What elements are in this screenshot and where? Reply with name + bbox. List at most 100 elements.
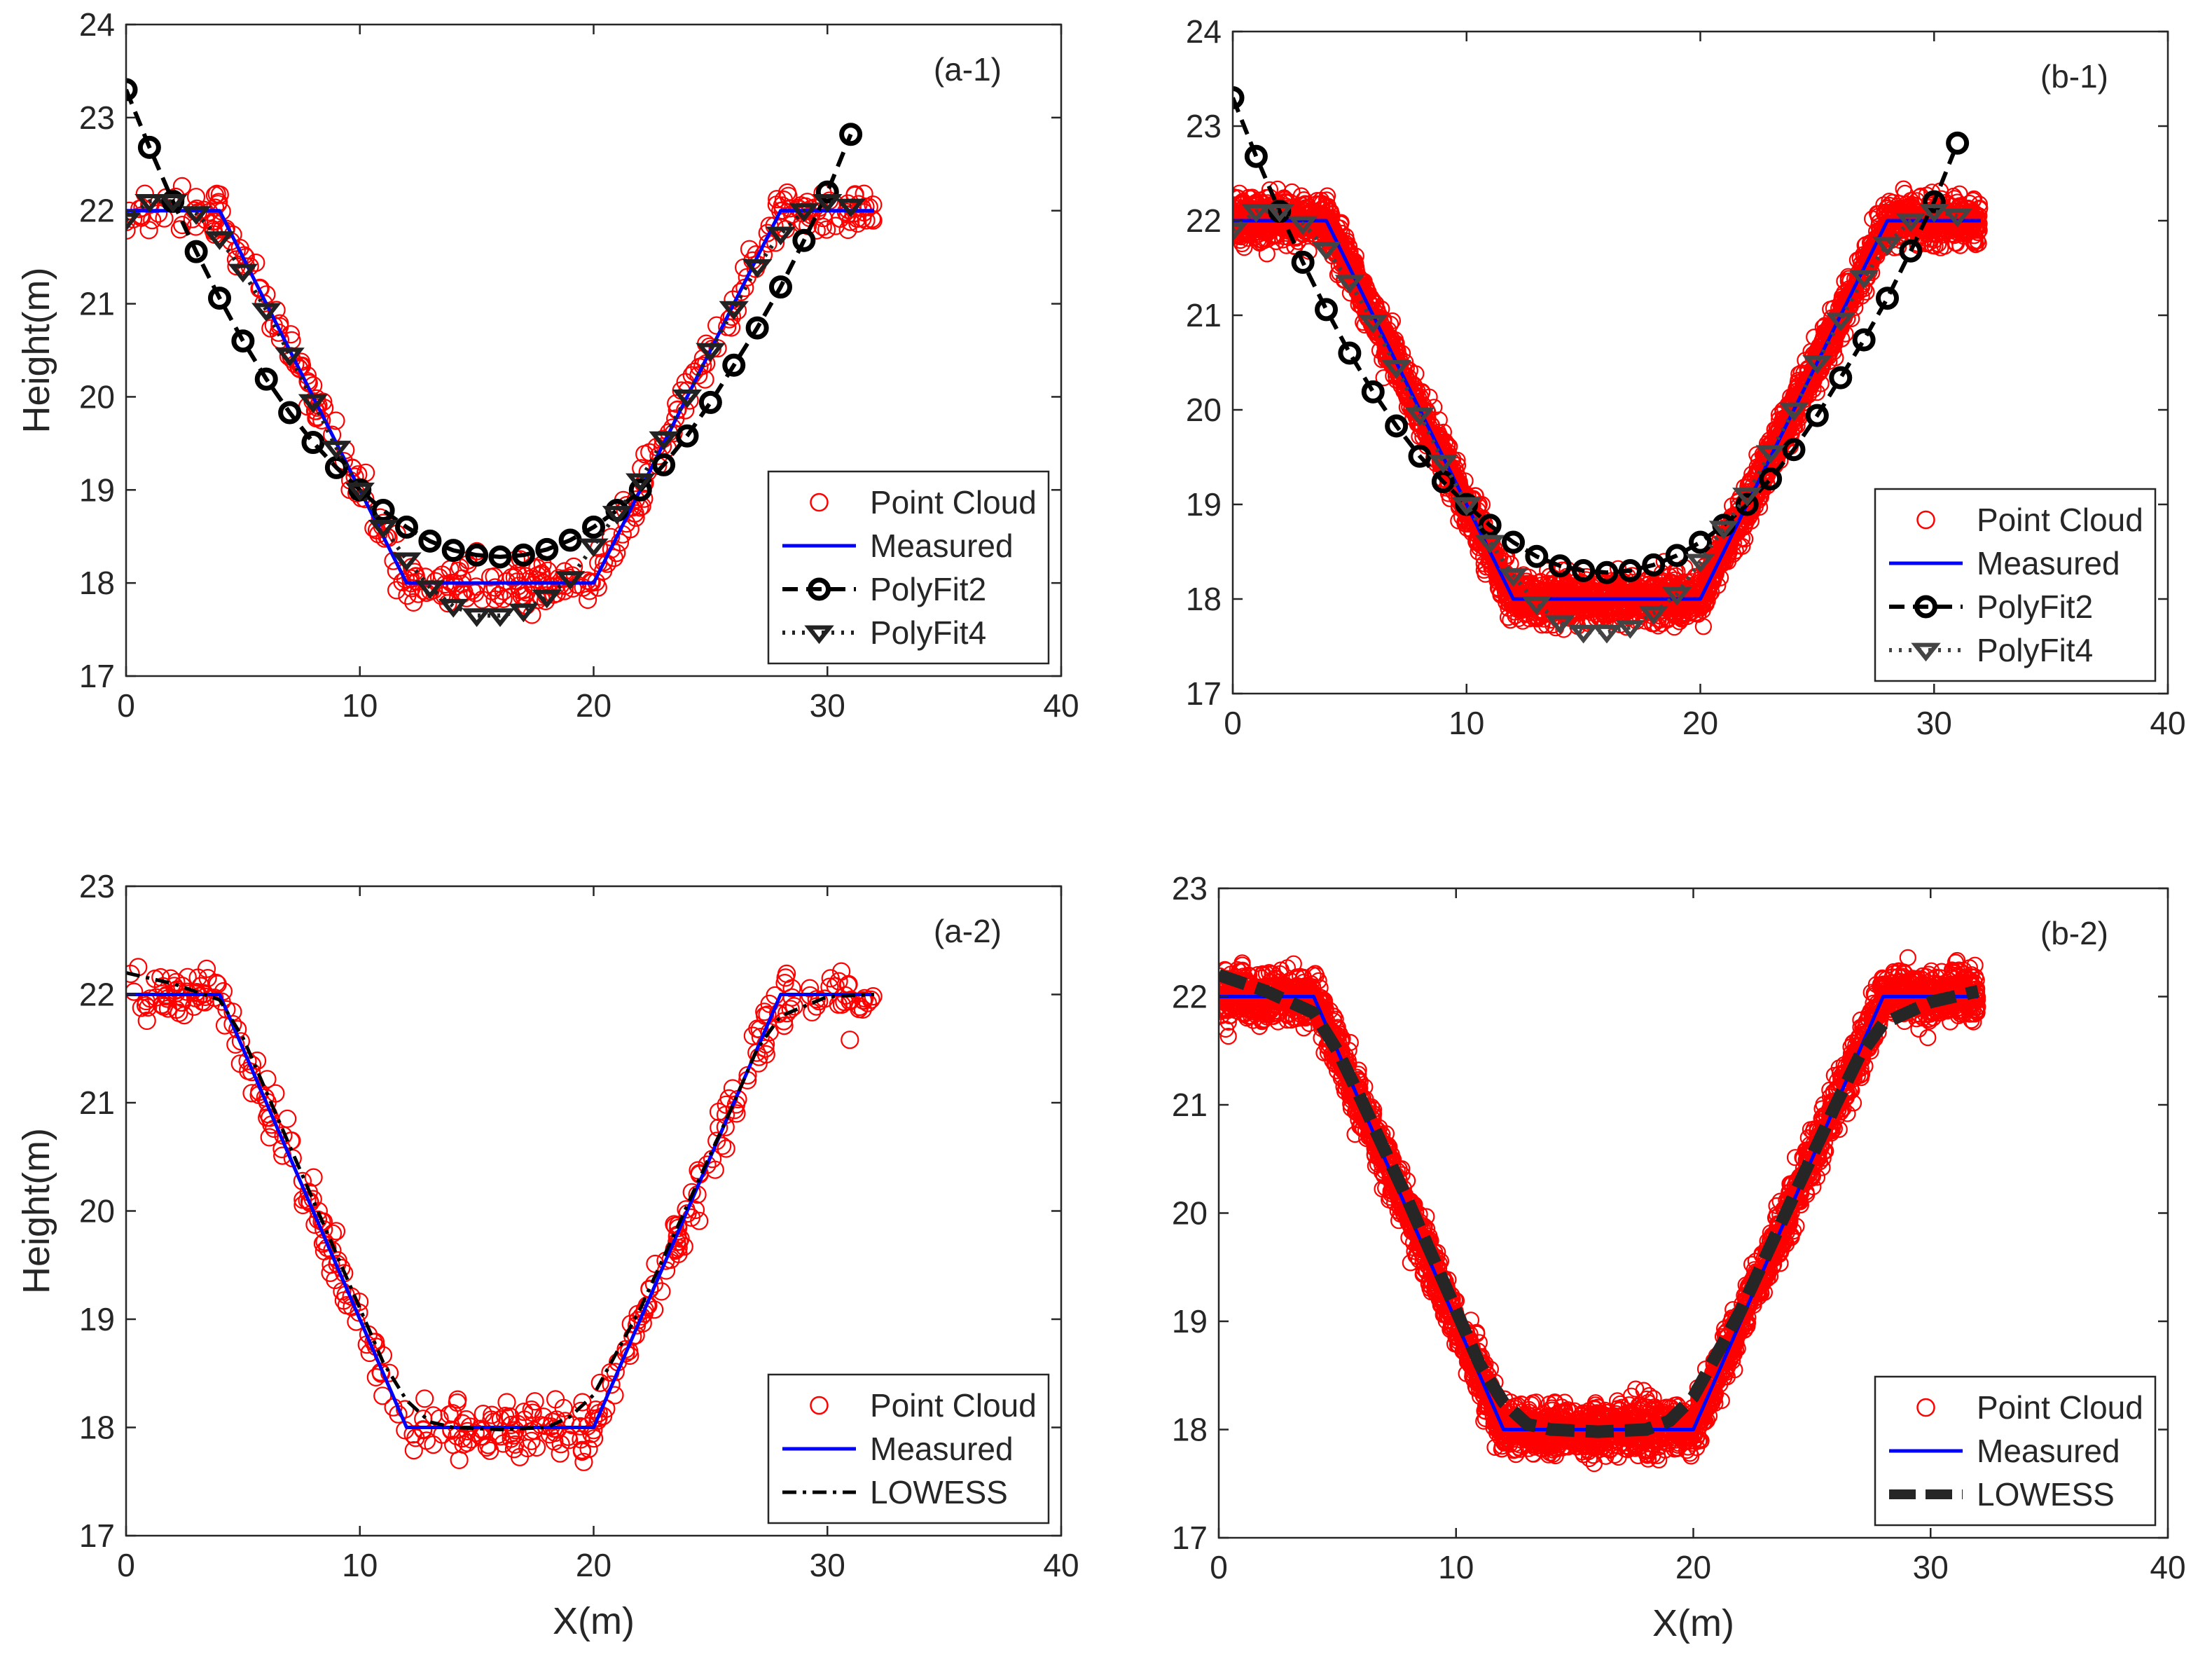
polyfit4-marker [742, 259, 773, 278]
y-tick-label: 23 [79, 99, 115, 136]
point-cloud-marker [1724, 546, 1742, 563]
point-cloud-marker [1839, 289, 1856, 306]
polyfit4-marker [126, 212, 141, 232]
point-cloud-marker [424, 1436, 443, 1454]
point-cloud-marker [527, 1438, 546, 1457]
point-cloud-marker [404, 1441, 423, 1460]
polyfit2-marker [1759, 467, 1783, 491]
polyfit4-marker [1638, 605, 1668, 625]
chart-panel-a1: 0 10 20 30 401718192021222324Height(m)(a-1)P… [15, 6, 1079, 724]
polyfit2-marker [465, 543, 489, 567]
y-axis-label: Height(m) [15, 267, 57, 433]
polyfit2-marker [722, 353, 746, 377]
x-tick-label: 10 [342, 687, 378, 724]
point-cloud-marker [803, 1003, 822, 1022]
y-axis-label: Height(m) [15, 1128, 57, 1294]
polyfit2-marker [1478, 514, 1502, 537]
point-cloud-marker [1329, 266, 1347, 284]
polyfit2-marker [371, 499, 395, 523]
polyfit2-marker [1244, 144, 1268, 168]
polyfit4-marker [1545, 615, 1575, 635]
point-cloud-marker [817, 220, 836, 239]
point-cloud-marker [844, 204, 863, 223]
legend-label: Measured [870, 1431, 1014, 1467]
y-tick-label: 20 [1186, 392, 1222, 428]
polyfit4-marker [368, 520, 399, 539]
legend-box [767, 470, 1050, 665]
polyfit2-marker [1233, 86, 1245, 109]
point-cloud-marker [158, 999, 177, 1018]
polyfit2-marker [511, 543, 535, 567]
polyfit4-marker [1848, 270, 1879, 289]
legend-marker-polyfit2 [1914, 595, 1937, 619]
point-cloud-marker [373, 1386, 392, 1405]
point-cloud-marker [139, 221, 158, 240]
panel-label: (a-2) [934, 913, 1002, 949]
point-cloud-marker [457, 588, 476, 607]
point-cloud-marker [1261, 181, 1279, 198]
polyfit4-marker [1661, 586, 1692, 606]
polyfit4-marker [392, 552, 422, 572]
legend-marker-polyfit4 [1911, 642, 1941, 662]
plot-content [1233, 86, 1989, 644]
polyfit2-marker [535, 537, 559, 561]
point-cloud-marker [1694, 618, 1712, 635]
polyfit4-marker [1287, 216, 1318, 235]
x-tick-label: 10 [342, 1547, 378, 1583]
polyfit2-marker [1361, 380, 1385, 404]
polyfit2-marker [1618, 559, 1642, 582]
point-cloud-marker [126, 964, 140, 984]
point-cloud-marker [853, 1000, 872, 1019]
polyfit4-marker [1919, 204, 1949, 223]
point-cloud-marker [1332, 245, 1350, 262]
point-cloud-marker [1926, 237, 1944, 255]
point-cloud-marker [777, 964, 796, 984]
polyfit2-marker [1642, 553, 1666, 577]
point-cloud-marker [554, 1398, 573, 1417]
polyfit2-marker [395, 515, 418, 539]
point-cloud-marker [1558, 578, 1576, 596]
y-tick-label: 22 [79, 977, 115, 1013]
point-cloud-marker [333, 1282, 352, 1301]
y-tick-label: 21 [1186, 297, 1222, 333]
series-line-polyfit4 [126, 199, 852, 618]
polyfit4-marker [1264, 204, 1294, 223]
point-cloud-marker [584, 1429, 604, 1448]
polyfit4-marker [1311, 242, 1341, 261]
point-cloud-marker [1610, 603, 1627, 621]
point-cloud-marker [1250, 209, 1268, 226]
point-cloud-marker [448, 1393, 466, 1412]
polyfit2-marker [184, 240, 208, 263]
polyfit4-marker [228, 263, 258, 283]
polyfit2-marker [675, 424, 699, 448]
point-cloud-marker [589, 1408, 608, 1428]
point-cloud-marker [678, 1204, 697, 1223]
legend-symbol-point-cloud [1916, 510, 1935, 530]
polyfit4-marker [1334, 275, 1365, 294]
polyfit2-marker [815, 180, 839, 204]
polyfit4-marker [485, 608, 516, 627]
point-cloud-marker [523, 1403, 542, 1422]
point-cloud-marker [415, 1389, 434, 1408]
polyfit2-marker [1689, 530, 1712, 554]
chart-panel-a2: 0 10 20 30 4017181920212223Height(m)X(m)(a-2… [15, 868, 1079, 1642]
polyfit2-marker [1525, 544, 1549, 568]
point-cloud-marker [406, 1428, 425, 1447]
point-cloud-marker [1876, 203, 1894, 221]
polyfit4-marker [719, 301, 749, 320]
y-tick-label: 24 [79, 6, 115, 43]
point-cloud-marker [170, 220, 189, 239]
point-cloud-marker [260, 1128, 279, 1147]
y-tick-label: 23 [79, 868, 115, 904]
polyfit4-marker [345, 482, 375, 502]
polyfit2-marker [1291, 250, 1315, 274]
polyfit4-marker [1778, 402, 1809, 422]
legend-box [1874, 488, 2157, 682]
point-cloud-marker [768, 190, 787, 209]
polyfit4-marker [1942, 208, 1972, 228]
polyfit2-marker [1946, 131, 1970, 155]
polyfit2-marker [745, 316, 769, 340]
panel-label: (b-1) [2040, 58, 2108, 95]
polyfit4-marker [1802, 355, 1832, 374]
